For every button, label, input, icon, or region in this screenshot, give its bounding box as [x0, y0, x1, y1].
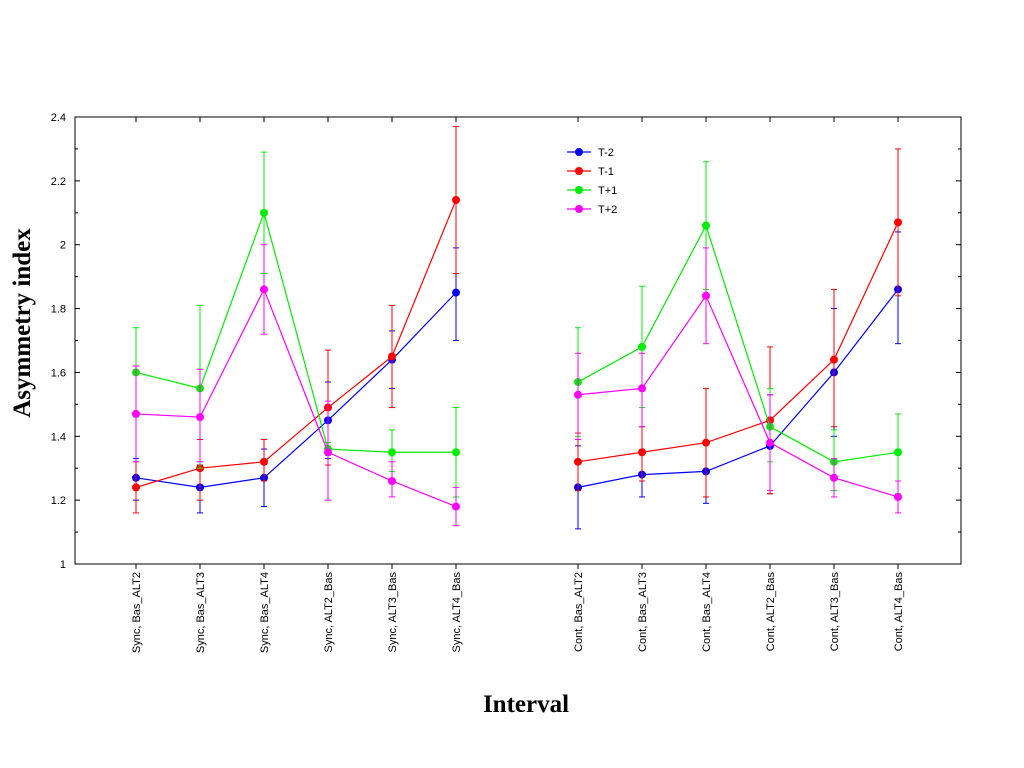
data-point: [260, 457, 268, 466]
y-tick-label: 2: [60, 240, 66, 252]
x-category-label: Sync, Bas_ALT2: [131, 572, 143, 653]
data-point: [388, 352, 396, 361]
series-T+2: [132, 244, 902, 527]
data-point: [452, 502, 460, 511]
series-line: [577, 224, 899, 463]
data-point: [452, 196, 460, 205]
legend-marker: [575, 167, 583, 175]
data-point: [452, 288, 460, 297]
y-tick-label: 2.2: [51, 176, 66, 188]
data-point: [388, 476, 396, 485]
series-T+1: [132, 151, 902, 498]
legend: T-2 T-1 T+1 T+2: [567, 147, 617, 216]
series-line: [577, 289, 899, 488]
series-line: [135, 287, 457, 508]
x-category-label: Sync, Bas_ALT4: [259, 572, 271, 653]
series-line: [135, 199, 457, 488]
y-tick-label: 1.2: [51, 495, 66, 507]
data-point: [324, 448, 332, 457]
data-point: [830, 355, 838, 364]
y-tick-label: 1.4: [51, 431, 66, 443]
x-category-label: Cont, ALT3_Bas: [829, 572, 841, 652]
x-category-label: Sync, ALT4_Bas: [451, 572, 463, 653]
data-point: [638, 384, 646, 393]
legend-marker: [575, 148, 583, 156]
legend-label: T-1: [598, 166, 614, 178]
data-point: [638, 342, 646, 351]
x-category-label: Cont, Bas_ALT4: [701, 572, 713, 652]
legend-label: T+2: [598, 204, 617, 216]
x-category-label: Sync, Bas_ALT3: [195, 572, 207, 653]
series-line: [135, 210, 456, 453]
y-tick-label: 1.6: [51, 367, 66, 379]
plot-frame: [74, 116, 962, 565]
series-layer: [132, 126, 902, 530]
legend-marker: [575, 186, 583, 194]
data-point: [702, 221, 710, 230]
legend-label: T+1: [598, 185, 617, 197]
series-line: [135, 292, 457, 488]
data-point: [452, 448, 460, 457]
data-point: [894, 492, 902, 501]
data-point: [260, 285, 268, 294]
legend-marker: [575, 205, 583, 213]
x-category-label: Cont, Bas_ALT3: [637, 572, 649, 652]
data-point: [830, 473, 838, 482]
data-point: [766, 438, 774, 447]
data-point: [894, 218, 902, 227]
x-category-label: Cont, ALT2_Bas: [765, 572, 777, 652]
series-T-2: [132, 231, 902, 530]
data-point: [574, 457, 582, 466]
legend-label: T-2: [598, 147, 614, 159]
y-axis-title: Asymmetry index: [9, 228, 36, 418]
data-point: [574, 390, 582, 399]
data-point: [702, 291, 710, 300]
data-point: [132, 483, 140, 492]
x-category-label: Cont, ALT4_Bas: [893, 572, 905, 652]
data-point: [196, 413, 204, 422]
series-T-1: [132, 126, 902, 514]
x-axis: Sync, Bas_ALT2 Sync, Bas_ALT3 Sync, Bas_AL…: [131, 117, 905, 653]
data-point: [260, 208, 268, 217]
series-line: [577, 222, 899, 463]
x-category-label: Sync, ALT3_Bas: [387, 572, 399, 653]
y-tick-label: 2.4: [51, 112, 66, 124]
data-point: [638, 448, 646, 457]
x-category-label: Sync, ALT2_Bas: [323, 572, 335, 653]
x-axis-title: Interval: [483, 691, 569, 718]
data-point: [894, 448, 902, 457]
x-category-label: Cont, Bas_ALT2: [573, 572, 585, 652]
y-tick-label: 1.8: [51, 304, 66, 316]
data-point: [702, 438, 710, 447]
data-point: [132, 409, 140, 418]
series-line: [577, 294, 899, 498]
y-axis: 1 1.2 1.4 1.6 1.8 2 2.2 2.4: [51, 112, 961, 571]
y-tick-label: 1: [60, 559, 66, 571]
data-point: [388, 448, 396, 457]
